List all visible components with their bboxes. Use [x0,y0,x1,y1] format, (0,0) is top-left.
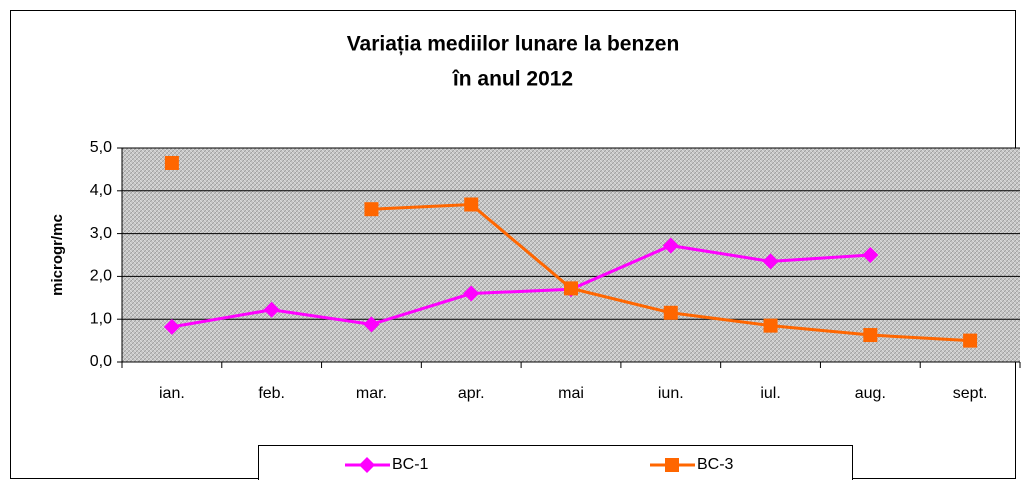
x-tick-label: sept. [953,385,988,402]
point [662,237,679,254]
x-tick-label: mar. [356,385,387,402]
y-tick-label: 3,0 [90,225,112,242]
x-tick-label: mai [558,385,584,402]
x-tick-label: feb. [258,385,285,402]
x-tick-label: iul. [760,385,780,402]
point [464,197,479,212]
point [862,247,879,263]
x-tick-label: ian. [159,385,185,402]
point [463,285,480,302]
point [763,318,778,333]
legend-box [258,445,853,480]
point [364,202,379,217]
point [163,318,180,335]
legend-marker [359,457,375,473]
y-tick-label: 1,0 [90,310,112,327]
x-tick-label: apr. [458,385,485,402]
y-tick-label: 2,0 [90,268,112,285]
point [263,301,280,318]
y-tick-label: 0,0 [90,353,112,370]
chart-subtitle: în anul 2012 [452,68,573,91]
legend-label: BC-3 [697,456,734,473]
point [963,333,978,348]
point [564,281,578,296]
legend-marker [665,458,679,472]
x-tick-label: iun. [658,385,684,402]
point [863,328,878,343]
y-axis-title: microgr/mc [49,214,66,296]
plot-area [122,148,1020,362]
y-tick-label: 5,0 [90,139,112,156]
series-line [171,244,871,329]
point [762,253,779,270]
point [663,305,678,320]
chart-title: Variația mediilor lunare la benzen [347,33,680,56]
x-tick-label: aug. [855,385,886,402]
legend-label: BC-1 [392,456,429,473]
point [164,155,179,170]
point [363,316,380,333]
y-tick-label: 4,0 [90,182,112,199]
